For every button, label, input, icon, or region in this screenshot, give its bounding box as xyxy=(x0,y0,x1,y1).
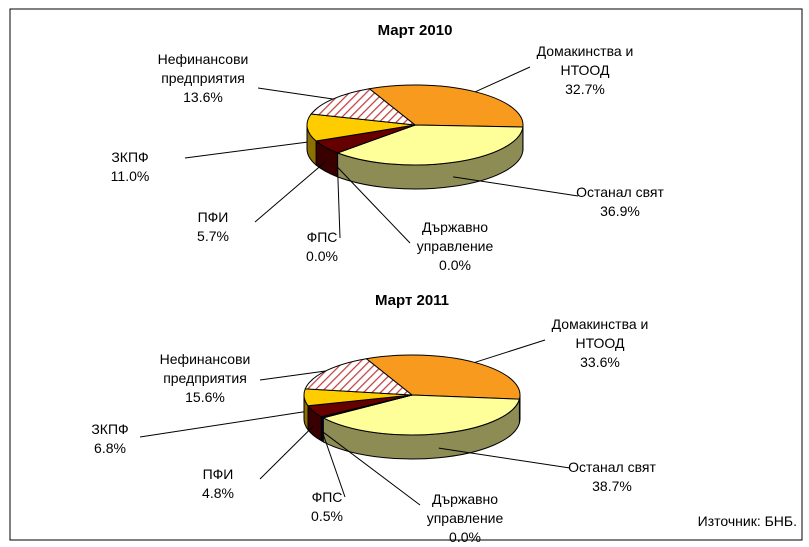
source: Източник: БНБ. xyxy=(697,513,797,529)
label-group: Домакинства и НТООД 33.6% xyxy=(552,315,649,372)
leader-line xyxy=(259,425,314,480)
value-label: 5.7% xyxy=(197,228,229,244)
slice-label: Нефинансови предприятия xyxy=(157,51,249,86)
frame xyxy=(9,8,803,541)
value-label: 0.0% xyxy=(306,248,338,264)
value-label: 13.6% xyxy=(183,89,223,105)
leader-line xyxy=(474,339,546,363)
value-label: 0.5% xyxy=(311,508,343,524)
slice-label: Домакинства и НТООД xyxy=(536,43,634,78)
label-group: Нефинансови предприятия 13.6% xyxy=(158,50,249,107)
slice-label: ФПС xyxy=(311,489,343,505)
value-label: 0.0% xyxy=(439,257,471,273)
value-label: 6.8% xyxy=(94,440,126,456)
slice-label: ПФИ xyxy=(202,466,234,482)
slice-label: Останал свят xyxy=(568,459,656,475)
slice-label: ПФИ xyxy=(197,209,229,225)
label-group: Нефинансови предприятия 15.6% xyxy=(160,350,251,407)
slice xyxy=(306,113,416,142)
value-label: 38.7% xyxy=(592,478,632,494)
value-label: 15.6% xyxy=(185,389,225,405)
label-group: ЗКПФ 6.8% xyxy=(91,420,128,458)
leader-line xyxy=(453,176,579,197)
value-label: 0.0% xyxy=(449,529,481,545)
value-label: 33.6% xyxy=(580,354,620,370)
slice-label: Останал свят xyxy=(576,184,664,200)
slice xyxy=(365,354,521,400)
label-group: ПФИ 5.7% xyxy=(197,208,229,246)
label-group: ФПС 0.0% xyxy=(306,228,338,266)
leader-line xyxy=(184,141,308,159)
value-label: 4.8% xyxy=(202,485,234,501)
slice xyxy=(304,358,414,396)
slice-label: ЗКПФ xyxy=(91,421,129,437)
slice-label: Държавно управление xyxy=(416,219,494,254)
value-label: 36.9% xyxy=(600,203,640,219)
leader-line xyxy=(139,411,305,438)
label-group: Останал свят 38.7% xyxy=(568,458,656,496)
chart-title: Март 2011 xyxy=(374,292,450,309)
value-label: 32.7% xyxy=(565,81,605,97)
slice xyxy=(321,394,521,436)
slice xyxy=(310,88,417,126)
label-group: Останал свят 36.9% xyxy=(576,183,664,221)
value-label: 11.0% xyxy=(110,168,150,184)
slice xyxy=(336,124,524,166)
leader-line xyxy=(337,166,411,244)
leader-line xyxy=(321,431,346,498)
label-group: Държавно управление 0.0% xyxy=(427,490,504,547)
leader-line xyxy=(322,431,421,506)
leader-line xyxy=(438,447,571,469)
leader-line xyxy=(257,87,333,100)
slice-label: Държавно управление xyxy=(426,491,504,526)
leader-line xyxy=(254,161,326,223)
slice-label: Нефинансови предприятия xyxy=(159,351,251,386)
label-group: Държавно управление 0.0% xyxy=(417,218,494,275)
leader-line xyxy=(475,66,531,93)
label-group: ФПС 0.5% xyxy=(311,488,343,526)
chart-title: Март 2010 xyxy=(377,22,453,39)
leader-line xyxy=(259,370,326,381)
slice-label: Домакинства и НТООД xyxy=(551,316,649,351)
slice xyxy=(368,84,524,128)
label-group: ЗКПФ 11.0% xyxy=(111,148,150,186)
slice-label: ФПС xyxy=(306,229,338,245)
leader-line xyxy=(337,167,341,239)
slice-label: ЗКПФ xyxy=(111,149,149,165)
label-group: ПФИ 4.8% xyxy=(202,465,234,503)
label-group: Домакинства и НТООД 32.7% xyxy=(537,42,634,99)
